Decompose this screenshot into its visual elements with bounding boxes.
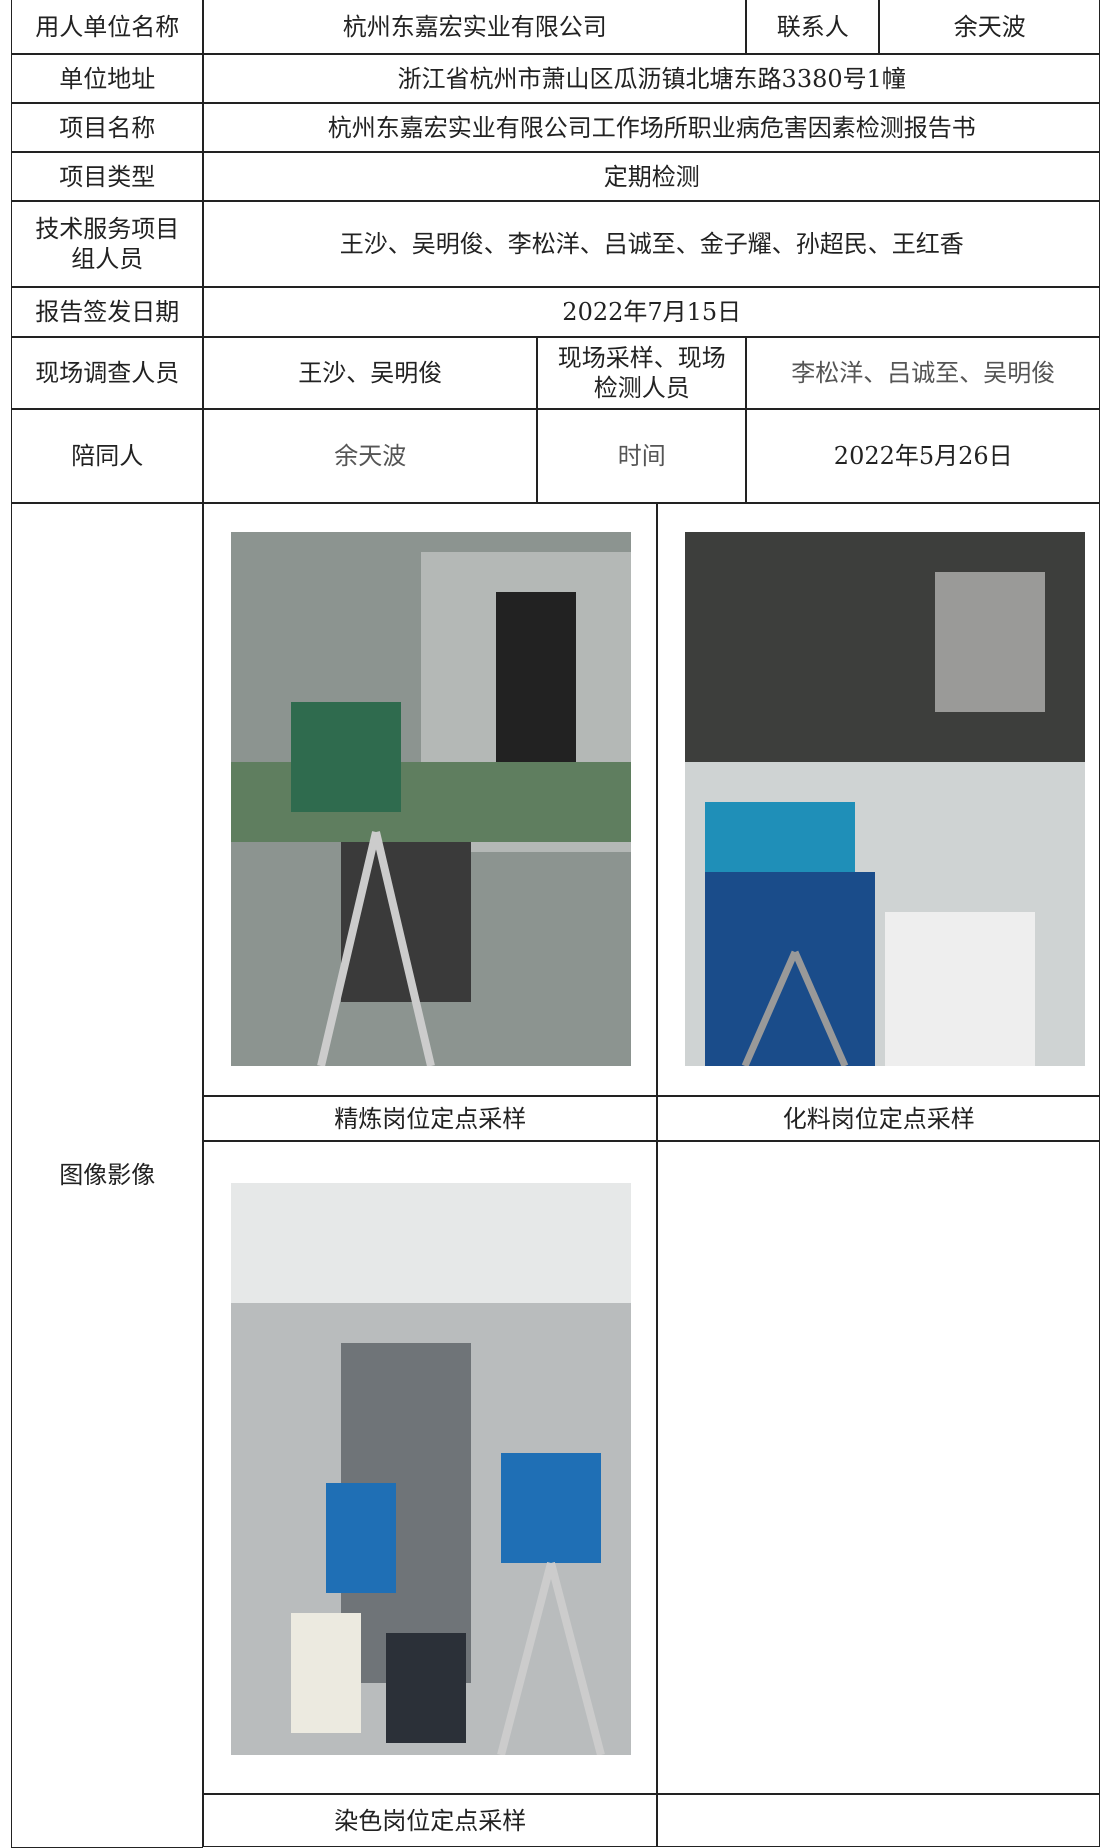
label: 现场采样、现场检测人员 — [537, 337, 747, 410]
label: 报告签发日期 — [11, 287, 204, 338]
label: 时间 — [537, 409, 747, 504]
value: 杭州东嘉宏实业有限公司 — [203, 0, 747, 55]
label: 单位地址 — [11, 54, 204, 104]
value: 浙江省杭州市萧山区瓜沥镇北塘东路3380号1幢 — [203, 54, 1101, 104]
photo-cell — [657, 503, 1101, 1097]
value: 2022年7月15日 — [203, 287, 1101, 338]
label: 项目名称 — [11, 103, 204, 153]
label: 图像影像 — [11, 503, 204, 1848]
value: 定期检测 — [203, 152, 1101, 202]
empty-cell — [657, 1141, 1101, 1795]
photo-cell — [203, 1141, 658, 1795]
value: 王沙、吴明俊 — [203, 337, 538, 410]
value: 余天波 — [879, 0, 1101, 55]
photo — [231, 532, 631, 1066]
value: 2022年5月26日 — [746, 409, 1101, 504]
label: 用人单位名称 — [11, 0, 204, 55]
label: 技术服务项目组人员 — [11, 201, 204, 288]
photo — [685, 532, 1085, 1066]
photo — [231, 1183, 631, 1755]
caption: 染色岗位定点采样 — [203, 1794, 658, 1848]
label: 陪同人 — [11, 409, 204, 504]
caption: 化料岗位定点采样 — [657, 1096, 1101, 1142]
label: 现场调查人员 — [11, 337, 204, 410]
photo-cell — [203, 503, 658, 1097]
label: 项目类型 — [11, 152, 204, 202]
value: 余天波 — [203, 409, 538, 504]
label: 联系人 — [746, 0, 880, 55]
value: 王沙、吴明俊、李松洋、吕诚至、金子耀、孙超民、王红香 — [203, 201, 1101, 288]
value: 李松洋、吕诚至、吴明俊 — [746, 337, 1101, 410]
value: 杭州东嘉宏实业有限公司工作场所职业病危害因素检测报告书 — [203, 103, 1101, 153]
caption: 精炼岗位定点采样 — [203, 1096, 658, 1142]
empty-cell — [657, 1794, 1101, 1848]
